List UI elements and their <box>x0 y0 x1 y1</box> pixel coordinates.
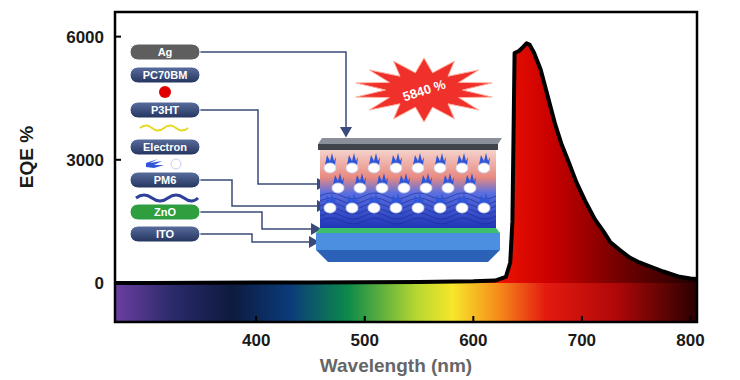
active-layer <box>320 150 496 228</box>
y-axis-label: EQE % <box>16 126 37 188</box>
electron-ball <box>442 183 454 193</box>
electron-ball <box>398 183 410 193</box>
electron-ball <box>456 203 468 213</box>
electron-ball <box>346 203 358 213</box>
layer-label: Electron <box>143 141 187 153</box>
electron-icon-spark <box>146 159 164 168</box>
diagram-arrow <box>200 110 326 184</box>
device-diagram: Ag PC70BM P3HT Electron PM6 ZnO ITO <box>130 44 502 262</box>
electron-ball <box>478 163 490 173</box>
x-tick-label: 400 <box>242 331 270 350</box>
electron-ball <box>368 163 380 173</box>
pm6-texture <box>320 193 496 199</box>
zno-layer <box>316 228 500 233</box>
pm6-texture <box>320 218 496 224</box>
ito-side <box>316 250 500 262</box>
pm6-texture <box>320 198 496 204</box>
y-tick <box>115 36 121 38</box>
y-tick-label: 0 <box>95 274 104 293</box>
electron-ball <box>412 163 424 173</box>
electron-ball <box>412 203 424 213</box>
layer-label: PC70BM <box>143 69 188 81</box>
x-tick-label: 600 <box>459 331 487 350</box>
y-tick <box>115 159 121 161</box>
ag-top-face <box>318 138 502 144</box>
layer-pill <box>130 67 200 83</box>
x-tick-label: 700 <box>568 331 596 350</box>
electron-ball <box>390 163 402 173</box>
layer-label: PM6 <box>154 174 177 186</box>
ito-layer <box>316 233 500 250</box>
spectrum-bar <box>115 283 697 322</box>
y-tick-label: 3000 <box>66 151 104 170</box>
diagram-arrow <box>200 180 326 206</box>
x-tick <box>364 316 366 322</box>
layer-label: ZnO <box>154 206 176 218</box>
eqe-line <box>115 43 697 283</box>
pm6-texture <box>320 213 496 219</box>
y-tick-label: 6000 <box>66 28 104 47</box>
electron-ball <box>456 163 468 173</box>
electron-ball <box>324 163 336 173</box>
chart-svg: 0 3000 6000 400 500 600 700 800 Wavelength (nm) E… <box>0 0 740 380</box>
annotation: 5840 % <box>401 76 448 104</box>
layer-pill <box>130 139 200 155</box>
p3ht-icon <box>140 126 188 131</box>
plot-frame <box>115 12 697 322</box>
electron-ball <box>332 183 344 193</box>
layer-pill <box>130 102 200 118</box>
electron-ball <box>434 203 446 213</box>
electron-ball <box>478 203 490 213</box>
x-tick <box>581 316 583 322</box>
x-axis-label: Wavelength (nm) <box>320 355 472 376</box>
electron-ball <box>376 183 388 193</box>
diagram-arrow <box>200 52 346 136</box>
electron-ball <box>390 203 402 213</box>
x-tick <box>255 316 257 322</box>
layer-label: Ag <box>158 46 173 58</box>
pm6-icon <box>136 195 198 201</box>
electron-icon-ball <box>171 159 181 169</box>
layer-pill <box>130 172 200 188</box>
electron-ball <box>354 183 366 193</box>
pc70bm-icon <box>159 86 171 98</box>
layer-label: P3HT <box>151 104 179 116</box>
layer-pill <box>130 204 200 220</box>
starburst <box>356 58 492 122</box>
x-tick-label: 500 <box>351 331 379 350</box>
chart-root: 0 3000 6000 400 500 600 700 800 Wavelength (nm) E… <box>0 0 740 380</box>
diagram-arrow <box>200 234 318 242</box>
layer-pill <box>130 226 200 242</box>
electron-ball <box>346 163 358 173</box>
electron-ball <box>464 183 476 193</box>
x-tick <box>689 316 691 322</box>
electron-ball <box>434 163 446 173</box>
electron-ball <box>420 183 432 193</box>
x-tick-label: 800 <box>676 331 704 350</box>
layer-pill <box>130 44 200 60</box>
eqe-area <box>115 43 697 283</box>
plot-data <box>115 43 697 283</box>
electron-ball <box>368 203 380 213</box>
diagram-arrow <box>200 212 320 229</box>
y-tick <box>115 282 121 284</box>
x-tick <box>472 316 474 322</box>
ag-layer <box>318 144 498 150</box>
layer-label: ITO <box>156 228 175 240</box>
electron-ball <box>324 203 336 213</box>
